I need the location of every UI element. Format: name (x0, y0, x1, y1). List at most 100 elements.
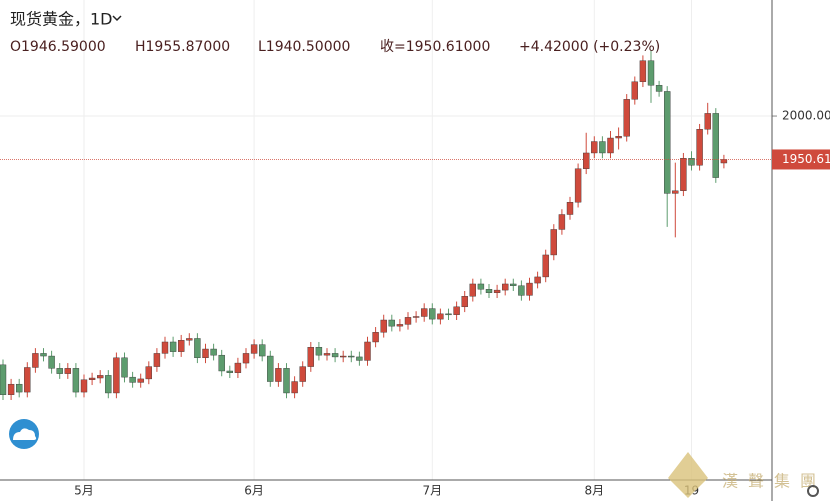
candle-body (688, 158, 695, 166)
candle-body (202, 348, 209, 359)
candle-body (639, 60, 647, 82)
candle-body (526, 282, 533, 296)
candle-body (283, 368, 290, 394)
watermark-logo (668, 452, 708, 498)
candle-body (396, 324, 404, 327)
ohlc-info: H1955.87000 (135, 39, 230, 55)
candle-body (48, 355, 55, 369)
candle-body (404, 317, 412, 325)
candle-body (412, 316, 420, 318)
candle-body (88, 377, 96, 380)
candle-body (96, 375, 104, 379)
ohlc-info: O1946.59000 (10, 39, 106, 55)
candle-body (153, 353, 161, 367)
candle-body (323, 353, 331, 356)
candle-body (534, 276, 541, 284)
candle-body (469, 283, 476, 297)
candle-body (583, 152, 590, 169)
candle-body (161, 341, 169, 354)
candle-body (566, 201, 574, 215)
candle-body (445, 313, 452, 316)
candle-body (372, 332, 379, 343)
candle-body (80, 379, 88, 393)
candle-body (307, 347, 314, 367)
candle-body (388, 319, 395, 327)
candle-body (380, 319, 387, 333)
candle-body (218, 354, 225, 372)
candle-body (558, 214, 566, 230)
candle-body (518, 285, 525, 296)
candle-body (599, 141, 606, 154)
logo (9, 419, 39, 449)
ohlc-info: L1940.50000 (258, 39, 350, 55)
candle-body (259, 344, 266, 357)
candle-body (315, 347, 323, 356)
watermark: 漢聲集團 (722, 472, 826, 491)
candle-body (24, 367, 31, 393)
candle-body (105, 375, 112, 394)
candle-body (331, 353, 339, 358)
candle-body (275, 368, 282, 382)
candle-body (356, 356, 363, 361)
x-tick-label: 8月 (584, 484, 604, 498)
candle-body (177, 340, 185, 352)
candle-body (550, 229, 557, 256)
candle-body (510, 283, 517, 286)
last-price-label: 1950.610 (782, 152, 830, 166)
candle-body (40, 353, 47, 357)
candle-body (631, 81, 638, 100)
candle-body (121, 357, 128, 378)
logo-cloud (13, 428, 37, 440)
candle-body (186, 338, 193, 341)
candle-body (56, 368, 63, 374)
candle-body (250, 344, 258, 354)
candle-body (364, 341, 371, 361)
candle-body (712, 113, 719, 178)
candle-body (429, 308, 436, 320)
candle-body (226, 370, 234, 373)
candle-body (696, 129, 703, 166)
candle-body (607, 137, 614, 154)
candle-body (299, 366, 306, 382)
ohlc-info: 收=1950.61000 (380, 39, 490, 55)
candle-body (7, 383, 15, 395)
candle-body (720, 159, 728, 164)
candle-body (32, 353, 39, 368)
settings-icon[interactable] (807, 485, 819, 497)
candle-body (647, 60, 655, 86)
candle-body (542, 254, 549, 278)
candle-body (421, 308, 428, 317)
candle-body (64, 368, 72, 374)
candle-body (574, 168, 582, 203)
dropdown-icon[interactable] (112, 15, 122, 22)
candle-body (615, 136, 622, 139)
candle-body (267, 355, 274, 382)
candle-body (477, 283, 485, 290)
y-tick-label: 2000.00 (782, 109, 830, 123)
candle-body (210, 348, 217, 356)
x-tick-label: 7月 (422, 484, 442, 498)
candle-body (113, 357, 120, 394)
candle-body (680, 158, 687, 191)
candle-body (16, 383, 23, 393)
x-tick-label: 5月 (74, 484, 94, 498)
candle-body (145, 366, 153, 380)
candle-body (348, 355, 355, 358)
ohlc-info: +4.42000 (+0.23%) (519, 39, 660, 55)
candle-body (493, 289, 501, 293)
candle-body (664, 91, 671, 194)
candle-body (485, 289, 493, 293)
chart-title: 现货黄金，1D (10, 10, 113, 29)
candle-body (704, 113, 711, 130)
candle-body (291, 381, 298, 394)
candle-body (461, 296, 468, 308)
candle-body (242, 353, 250, 364)
candle-body (234, 362, 242, 373)
candle-body (591, 141, 598, 154)
candle-body (502, 283, 509, 291)
candle-body (623, 99, 630, 137)
candle-body (0, 364, 7, 395)
candle-body (655, 85, 663, 92)
candle-body (137, 378, 144, 383)
